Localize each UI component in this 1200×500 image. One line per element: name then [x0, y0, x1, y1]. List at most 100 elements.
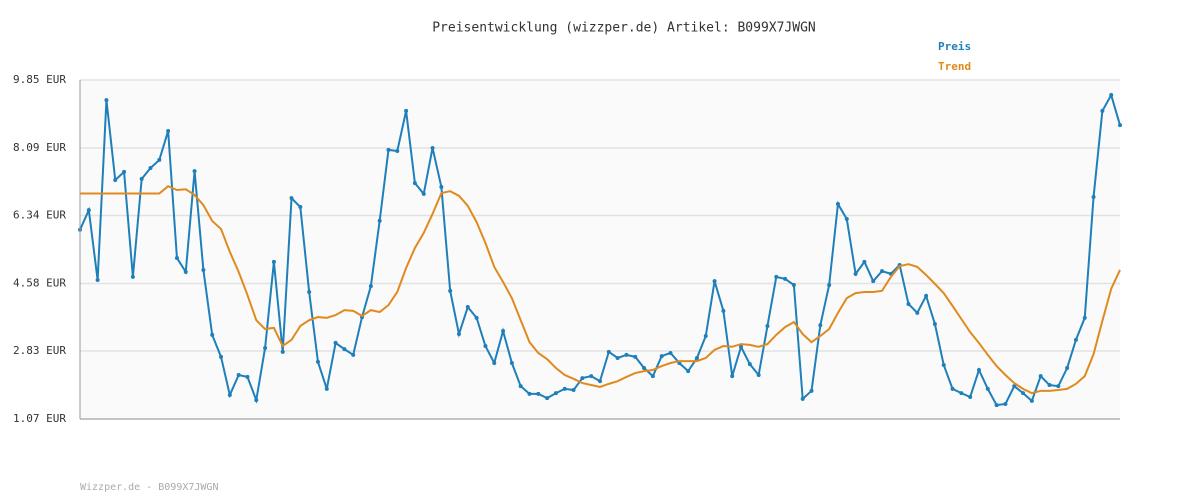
- point-marker: [1109, 93, 1114, 98]
- point-marker: [650, 374, 655, 379]
- point-marker: [342, 347, 347, 352]
- point-marker: [95, 278, 100, 283]
- y-tick-label: 9.85 EUR: [13, 73, 66, 86]
- point-marker: [315, 359, 320, 364]
- point-marker: [959, 391, 964, 396]
- point-marker: [201, 267, 206, 272]
- point-marker: [703, 333, 708, 338]
- point-marker: [642, 366, 647, 371]
- point-marker: [271, 259, 276, 264]
- point-marker: [553, 391, 558, 396]
- point-marker: [377, 218, 382, 223]
- point-marker: [1073, 337, 1078, 342]
- point-marker: [368, 284, 373, 289]
- point-marker: [492, 361, 497, 366]
- point-marker: [862, 259, 867, 264]
- point-marker: [774, 274, 779, 279]
- point-marker: [747, 362, 752, 367]
- point-marker: [871, 279, 876, 284]
- point-marker: [924, 293, 929, 298]
- point-marker: [465, 305, 470, 310]
- point-marker: [1038, 374, 1043, 379]
- footer: Wizzper.de - B099X7JWGN: [80, 482, 218, 493]
- plot-area: [80, 80, 1120, 419]
- point-marker: [210, 332, 215, 337]
- point-marker: [739, 344, 744, 349]
- point-marker: [448, 288, 453, 293]
- point-marker: [219, 354, 224, 359]
- point-marker: [941, 362, 946, 367]
- y-tick-label: 2.83 EUR: [13, 344, 66, 357]
- point-marker: [518, 384, 523, 389]
- point-marker: [668, 350, 673, 355]
- point-marker: [404, 108, 409, 113]
- point-marker: [1012, 384, 1017, 389]
- point-marker: [139, 176, 144, 181]
- point-marker: [351, 352, 356, 357]
- series-line: [80, 185, 1121, 395]
- point-marker: [395, 149, 400, 154]
- point-marker: [536, 391, 541, 396]
- point-marker: [1003, 401, 1008, 406]
- point-marker: [809, 388, 814, 393]
- point-marker: [1047, 383, 1052, 388]
- y-tick-label: 8.09 EUR: [13, 141, 66, 154]
- point-marker: [756, 372, 761, 377]
- point-marker: [968, 394, 973, 399]
- point-marker: [1056, 384, 1061, 389]
- point-marker: [122, 169, 127, 174]
- point-marker: [227, 393, 232, 398]
- point-marker: [624, 352, 629, 357]
- point-marker: [932, 322, 937, 327]
- point-marker: [571, 388, 576, 393]
- point-marker: [1118, 123, 1122, 128]
- point-marker: [976, 367, 981, 372]
- point-marker: [783, 276, 788, 281]
- point-marker: [183, 269, 188, 274]
- point-marker: [589, 374, 594, 379]
- point-marker: [906, 301, 911, 306]
- point-marker: [254, 398, 259, 403]
- point-marker: [289, 196, 294, 201]
- point-marker: [456, 332, 461, 337]
- point-marker: [545, 396, 550, 401]
- point-marker: [157, 157, 162, 162]
- y-tick-label: 1.07 EUR: [13, 412, 66, 425]
- point-marker: [86, 208, 91, 213]
- point-marker: [712, 279, 717, 284]
- point-marker: [606, 349, 611, 354]
- point-marker: [298, 205, 303, 210]
- point-marker: [800, 396, 805, 401]
- point-marker: [236, 372, 241, 377]
- point-marker: [562, 386, 567, 391]
- y-tick-label: 6.34 EUR: [13, 209, 66, 222]
- point-marker: [844, 216, 849, 221]
- point-marker: [659, 354, 664, 359]
- point-marker: [386, 147, 391, 152]
- legend-label: Trend: [938, 60, 971, 73]
- point-marker: [1091, 194, 1096, 199]
- point-marker: [421, 191, 426, 196]
- point-marker: [880, 269, 885, 274]
- point-marker: [280, 349, 285, 354]
- point-marker: [245, 374, 250, 379]
- point-marker: [104, 98, 109, 103]
- point-marker: [501, 328, 506, 333]
- point-marker: [835, 201, 840, 206]
- point-marker: [950, 386, 955, 391]
- point-marker: [694, 355, 699, 360]
- point-marker: [1100, 108, 1105, 113]
- point-marker: [818, 323, 823, 328]
- point-marker: [985, 386, 990, 391]
- chart-title: Preisentwicklung (wizzper.de) Artikel: B…: [432, 21, 816, 36]
- point-marker: [439, 184, 444, 189]
- point-marker: [827, 283, 832, 288]
- point-marker: [509, 361, 514, 366]
- point-marker: [580, 376, 585, 381]
- point-marker: [148, 166, 153, 171]
- point-marker: [430, 145, 435, 150]
- point-marker: [333, 340, 338, 345]
- point-marker: [721, 308, 726, 313]
- point-marker: [1082, 315, 1087, 320]
